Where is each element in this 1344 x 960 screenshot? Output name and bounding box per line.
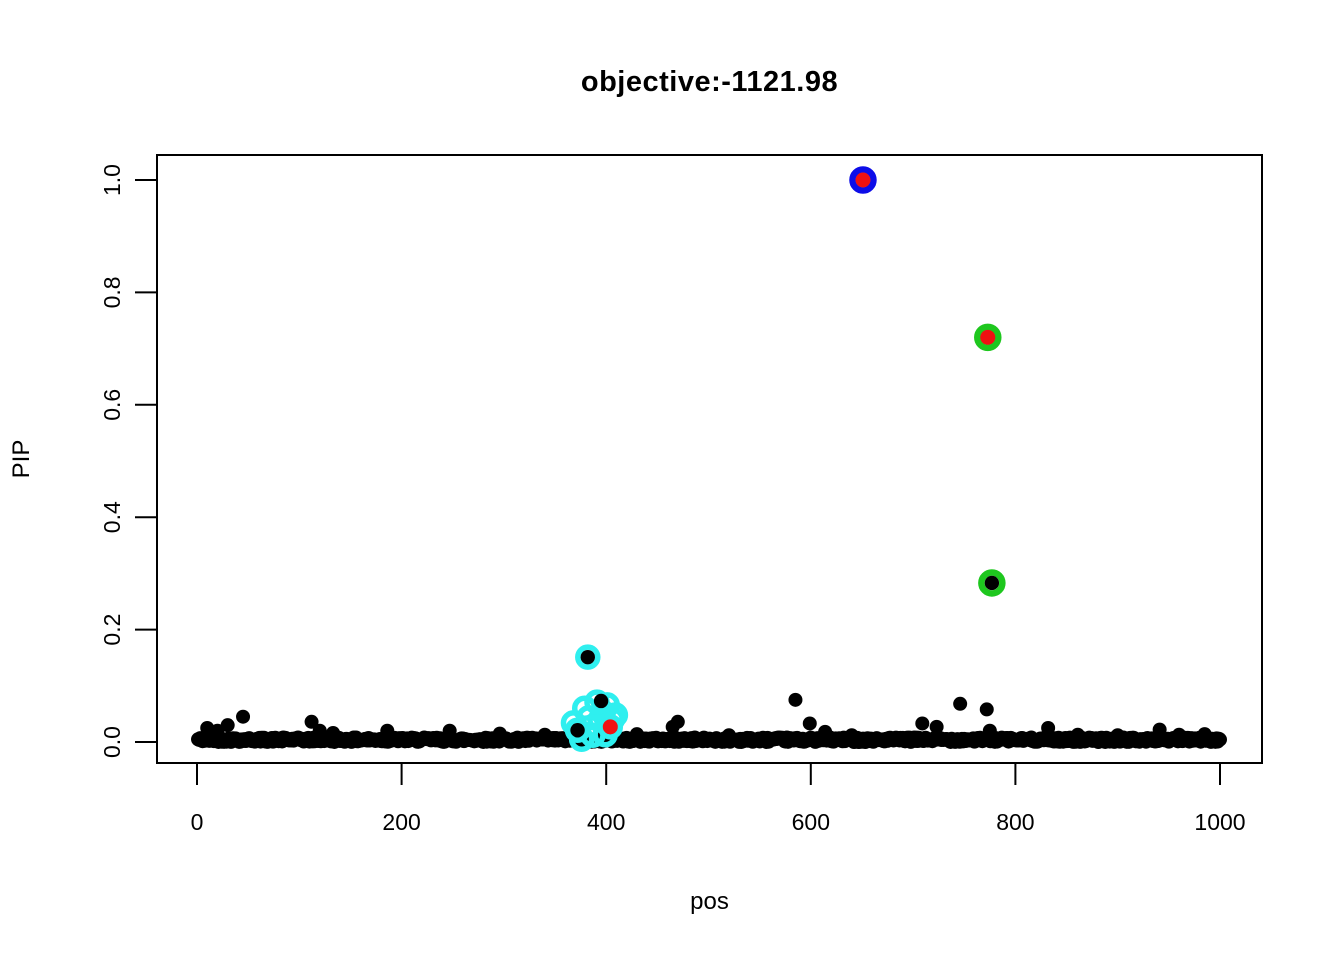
plot-box (156, 154, 1263, 764)
data-point (979, 702, 994, 717)
ringed-data-point (570, 722, 585, 738)
data-point (210, 723, 225, 738)
ringed-data-point (580, 649, 595, 665)
data-point (537, 727, 552, 742)
credible-set-ring-cyan (571, 695, 598, 722)
credible-set-ring-cyan (575, 644, 601, 670)
data-point (802, 716, 817, 731)
data-point (929, 719, 944, 734)
x-tick-label: 600 (792, 809, 830, 835)
ringed-data-point (984, 575, 1000, 591)
ringed-data-point (593, 693, 609, 709)
data-point (1110, 728, 1125, 743)
y-axis-label: PIP (8, 439, 35, 479)
sentinel-point (980, 329, 996, 345)
data-point (442, 723, 457, 738)
data-point (953, 696, 968, 711)
data-point (629, 727, 644, 742)
data-point (492, 726, 507, 741)
data-point (236, 709, 251, 724)
data-point (312, 723, 327, 738)
y-tick-label: 0.6 (99, 389, 125, 421)
data-point (220, 718, 235, 733)
baseline-point (1213, 732, 1227, 747)
data-point (326, 726, 341, 741)
sentinel-point (855, 172, 871, 188)
credible-set-ring-green (978, 569, 1006, 597)
credible-set-ring-green (974, 323, 1002, 352)
data-point (788, 692, 803, 707)
data-point (304, 714, 319, 729)
x-tick-label: 400 (587, 809, 625, 835)
data-point (1152, 722, 1167, 737)
data-point (915, 716, 930, 731)
data-point (1197, 727, 1212, 742)
data-point (1041, 720, 1056, 735)
y-tick-label: 0.2 (99, 614, 125, 646)
y-tick-label: 1.0 (99, 164, 125, 196)
x-tick-label: 1000 (1194, 809, 1245, 835)
x-axis-label: pos (690, 888, 729, 915)
x-tick-label: 0 (191, 809, 204, 835)
data-point (1172, 727, 1187, 742)
data-point (380, 723, 395, 738)
credible-set-ring-blue (849, 166, 877, 194)
y-tick-label: 0.0 (99, 726, 125, 758)
x-tick-label: 800 (996, 809, 1034, 835)
data-point (721, 728, 736, 743)
data-point (1070, 727, 1085, 742)
sentinel-point (602, 719, 618, 735)
data-point (982, 723, 997, 738)
chart-title: objective:-1121.98 (580, 66, 839, 98)
data-point (844, 728, 859, 743)
data-point (818, 724, 833, 739)
y-tick-label: 0.8 (99, 276, 125, 308)
data-point (670, 714, 685, 729)
y-tick-label: 0.4 (99, 501, 125, 533)
x-tick-label: 200 (382, 809, 420, 835)
